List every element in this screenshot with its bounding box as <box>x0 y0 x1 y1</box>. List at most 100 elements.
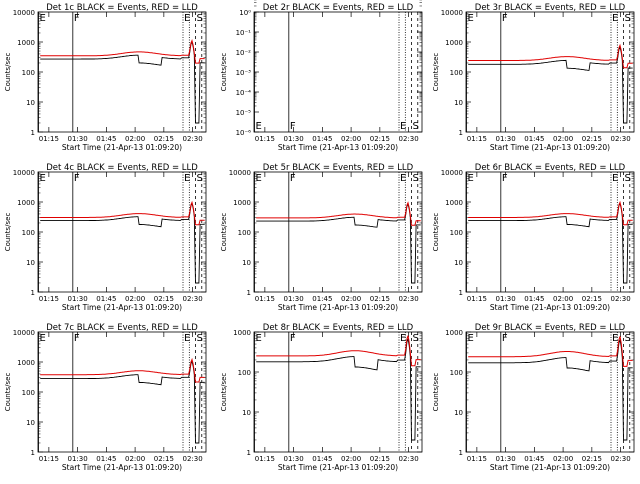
panel-title: Det 9r BLACK = Events, RED = LLD <box>475 323 626 333</box>
x-tick-label: 02:00 <box>341 295 361 303</box>
series-events-line <box>468 201 633 284</box>
panel-title: Det 2r BLACK = Events, RED = LLD <box>263 3 414 13</box>
series-events-line <box>40 359 205 444</box>
event-marker: F <box>502 333 508 344</box>
series-lld-line <box>256 335 421 367</box>
event-marker: F <box>502 173 508 184</box>
event-marker: E <box>400 173 406 184</box>
series-lld-line <box>256 201 421 226</box>
event-marker: E <box>184 13 190 24</box>
y-tick-label: 100 <box>450 369 463 377</box>
y-tick-label: 10000 <box>441 169 463 177</box>
x-tick-label: 01:45 <box>524 135 544 143</box>
y-tick-label: 1 <box>459 449 463 457</box>
y-tick-label: 10 <box>26 419 35 427</box>
event-marker: E <box>40 13 46 24</box>
y-tick-label: 1000 <box>17 39 35 47</box>
x-tick-label: 01:15 <box>39 295 59 303</box>
x-tick-label: 01:30 <box>284 135 304 143</box>
y-tick-label: 10⁰ <box>239 9 251 17</box>
x-tick-label: 01:30 <box>496 295 516 303</box>
x-tick-label: 02:00 <box>553 455 573 463</box>
x-tick-label: 02:00 <box>125 455 145 463</box>
x-tick-label: 02:15 <box>370 455 390 463</box>
event-marker: S <box>624 13 630 24</box>
panel-title: Det 7c BLACK = Events, RED = LLD <box>46 323 198 333</box>
series-events-line <box>256 202 421 284</box>
y-tick-label: 10⁻⁴ <box>236 89 252 97</box>
x-tick-label: 01:45 <box>96 135 116 143</box>
series-events-line <box>256 338 421 441</box>
y-tick-label: 100 <box>450 229 463 237</box>
panel-det-1: Det 1c BLACK = Events, RED = LLD 1 10 100 10… <box>4 3 207 152</box>
event-marker: S <box>624 173 630 184</box>
event-marker: E <box>256 173 262 184</box>
x-tick-label: 02:30 <box>610 455 630 463</box>
x-tick-label: 01:30 <box>68 135 88 143</box>
event-marker: E <box>400 333 406 344</box>
event-marker: S <box>196 13 202 24</box>
y-tick-label: 1000 <box>233 199 251 207</box>
x-axis-label: Start Time (21-Apr-13 01:09:20) <box>278 303 398 312</box>
y-axis-label: Counts/sec <box>432 53 440 92</box>
x-tick-label: 02:30 <box>610 135 630 143</box>
x-tick-label: 02:30 <box>182 135 202 143</box>
y-tick-label: 1 <box>247 449 251 457</box>
x-tick-label: 01:30 <box>68 295 88 303</box>
x-axis-label: Start Time (21-Apr-13 01:09:20) <box>278 143 398 152</box>
y-tick-label: 10000 <box>13 329 35 337</box>
event-marker: E <box>184 173 190 184</box>
y-tick-label: 10⁻⁶ <box>236 129 252 137</box>
event-marker: E <box>256 333 262 344</box>
x-tick-label: 02:00 <box>341 135 361 143</box>
x-tick-label: 01:15 <box>467 455 487 463</box>
event-marker: S <box>196 333 202 344</box>
x-tick-label: 02:15 <box>154 455 174 463</box>
y-axis-label: Counts/sec <box>432 373 440 412</box>
plot-frame <box>465 171 635 293</box>
event-marker: S <box>196 173 202 184</box>
x-tick-label: 02:00 <box>553 135 573 143</box>
y-tick-label: 10 <box>26 99 35 107</box>
y-tick-label: 100 <box>238 229 251 237</box>
x-tick-label: 02:30 <box>182 295 202 303</box>
series-events-line <box>468 45 633 124</box>
x-tick-label: 01:30 <box>68 455 88 463</box>
plot-frame <box>37 171 207 293</box>
y-tick-label: 1 <box>247 289 251 297</box>
x-tick-label: 02:00 <box>341 455 361 463</box>
y-axis-label: Counts/sec <box>220 373 228 412</box>
plot-frame <box>253 171 423 293</box>
panel-title: Det 3r BLACK = Events, RED = LLD <box>475 3 626 13</box>
event-marker: E <box>400 121 406 132</box>
y-tick-label: 10⁻¹ <box>236 29 252 37</box>
y-axis-label: Counts/sec <box>220 213 228 252</box>
y-tick-label: 10 <box>242 409 251 417</box>
y-tick-label: 10⁻⁵ <box>236 109 252 117</box>
plot-frame <box>465 331 635 453</box>
y-tick-label: 10 <box>242 259 251 267</box>
x-tick-label: 01:15 <box>39 135 59 143</box>
plot-frame <box>37 11 207 133</box>
plot-frame <box>37 331 207 453</box>
y-tick-label: 100 <box>22 69 35 77</box>
series-lld-line <box>468 43 633 69</box>
x-tick-label: 02:30 <box>398 135 418 143</box>
event-marker: F <box>74 13 80 24</box>
series-events-line <box>40 201 205 284</box>
x-tick-label: 02:15 <box>582 455 602 463</box>
series-events-line <box>468 339 633 441</box>
y-tick-label: 1 <box>459 129 463 137</box>
y-tick-label: 1 <box>31 289 35 297</box>
x-tick-label: 02:00 <box>125 135 145 143</box>
y-axis-label: Counts/sec <box>432 213 440 252</box>
y-axis-label: Counts/sec <box>4 373 12 412</box>
y-tick-label: 10 <box>454 99 463 107</box>
x-axis-label: Start Time (21-Apr-13 01:09:20) <box>490 303 610 312</box>
panel-title: Det 6r BLACK = Events, RED = LLD <box>475 163 626 173</box>
event-marker: F <box>290 333 296 344</box>
y-tick-label: 10000 <box>441 9 463 17</box>
series-lld-line <box>40 39 205 64</box>
y-tick-label: 1000 <box>233 329 251 337</box>
